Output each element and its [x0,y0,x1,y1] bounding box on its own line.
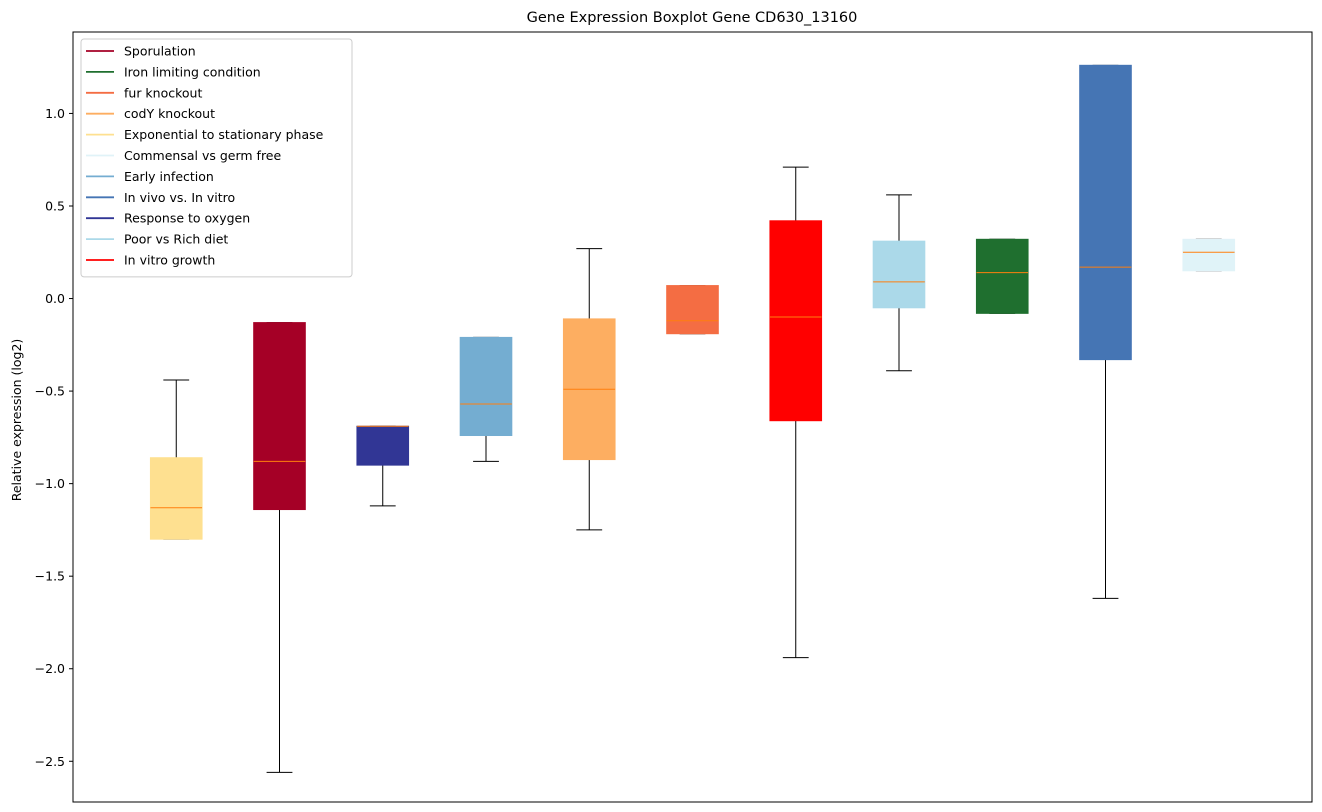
iqr-box [149,457,203,540]
box-in-vitro-growth [769,166,823,659]
box-exponential-to-stationary-phase [149,379,203,540]
box-in-vivo-vs-in-vitro [1079,64,1132,599]
legend-label: Iron limiting condition [124,64,261,79]
iqr-box [356,425,410,466]
axes-frame [72,31,1313,803]
iqr-box [769,220,823,422]
plot-area: −2.5 −2.0 −1.5 −1.0 −0.5 0.0 0.5 1.0 [35,64,1236,773]
iqr-box [872,240,926,309]
legend-label: Commensal vs germ free [124,148,281,163]
box-cody-knockout [562,248,616,531]
legend-label: Response to oxygen [124,211,250,226]
y-tick-label: −1.5 [35,569,65,584]
y-tick-label: −2.5 [35,754,65,769]
legend-label: In vitro growth [124,253,215,268]
box-commensal-vs-germ-free [1182,238,1236,272]
y-tick-label: −0.5 [35,384,65,399]
y-tick-label: 0.5 [45,198,65,213]
legend-label: Early infection [124,169,214,184]
iqr-box [666,285,719,335]
y-tick-label: 1.0 [45,106,65,121]
legend-label: Sporulation [124,44,196,59]
legend: Sporulation Iron limiting condition fur kn… [80,38,353,278]
y-tick-label: −1.0 [35,476,65,491]
y-axis-label: Relative expression (log2) [9,339,24,502]
box-fur-knockout [666,285,719,335]
legend-label: In vivo vs. In vitro [124,190,235,205]
legend-label: Exponential to stationary phase [124,127,324,142]
iqr-box [253,322,306,511]
iqr-box [1182,238,1236,272]
y-tick-label: −2.0 [35,661,65,676]
legend-label: fur knockout [124,85,202,100]
box-sporulation [253,322,306,773]
chart-title: Gene Expression Boxplot Gene CD630_13160 [527,10,858,26]
box-response-to-oxygen [356,425,410,507]
box-iron-limiting-condition [975,238,1029,314]
box-early-infection [459,336,513,462]
legend-frame [80,38,353,278]
iqr-box [975,238,1029,314]
legend-label: Poor vs Rich diet [124,232,228,247]
y-tick-label: 0.0 [45,291,65,306]
legend-label: codY knockout [124,106,215,121]
box-poor-vs-rich-diet [872,194,926,372]
iqr-box [1079,64,1132,361]
iqr-box [459,336,513,437]
